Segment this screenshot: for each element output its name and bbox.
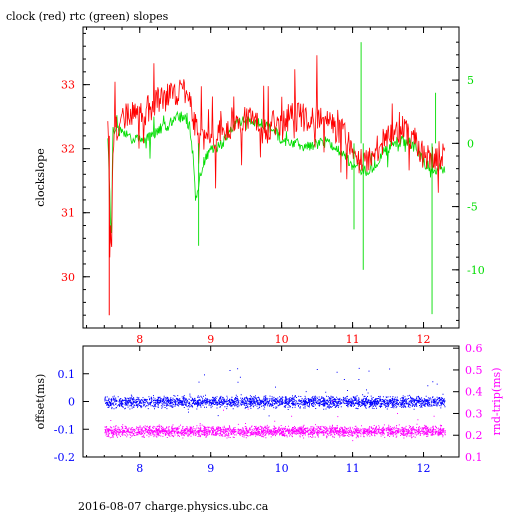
- x-tick-label: 10: [275, 333, 289, 346]
- y-right-tick-label: 0.2: [465, 429, 483, 442]
- footer-text: 2016-08-07 charge.physics.ubc.ca: [78, 500, 269, 512]
- red-trace: [107, 55, 446, 258]
- y-right-tick-label: -5: [467, 201, 478, 214]
- x-tick-label: 10: [275, 462, 289, 475]
- green-trace: [107, 110, 446, 234]
- y-right-tick-label: 0.6: [465, 342, 483, 355]
- blue-points: [104, 367, 446, 417]
- y-left-tick-label: -0.2: [54, 451, 75, 464]
- x-tick-label: 9: [207, 333, 214, 346]
- x-tick-label: 11: [346, 333, 360, 346]
- y-right-tick-label: -10: [467, 264, 485, 277]
- y-axis-label: offset(ms): [34, 374, 47, 430]
- chart-title: clock (red) rtc (green) slopes: [6, 10, 169, 23]
- y-axis-label: clockslope: [34, 148, 47, 206]
- y-right-tick-label: 0.3: [465, 407, 483, 420]
- y-left-tick-label: 32: [61, 143, 75, 156]
- x-tick-label: 12: [417, 333, 431, 346]
- y-right-tick-label: 0: [467, 137, 474, 150]
- magenta-points: [104, 400, 446, 442]
- y-left-tick-label: 0.1: [58, 368, 76, 381]
- x-tick-label: 9: [207, 462, 214, 475]
- y-left-tick-label: 0: [68, 396, 75, 409]
- y-right-tick-label: 0.5: [465, 364, 483, 377]
- x-tick-label: 11: [346, 462, 360, 475]
- y-right-tick-label: 5: [467, 74, 474, 87]
- y-right-tick-label: 0.1: [465, 451, 483, 464]
- x-tick-label: 8: [136, 462, 143, 475]
- top-plot-frame: [82, 26, 460, 329]
- y-left-tick-label: -0.1: [54, 423, 75, 436]
- y-left-tick-label: 30: [61, 271, 75, 284]
- y-right-tick-label: 0.4: [465, 386, 483, 399]
- x-tick-label: 8: [136, 333, 143, 346]
- y-left-tick-label: 33: [61, 79, 75, 92]
- bottom-chart: 8 9 10 11 12 0.1 0 -0.1 -0.2 0.1 0.2 0.3 0.4 0.5 0.6 of…: [34, 342, 503, 475]
- top-chart: 8 9 10 11 12 30 31 32 33 -10 -5 0 5 clockslope: [34, 26, 485, 346]
- y-left-tick-label: 31: [61, 207, 75, 220]
- y-axis-label-right: rnd-trip(ms): [490, 368, 503, 436]
- x-tick-label: 12: [417, 462, 431, 475]
